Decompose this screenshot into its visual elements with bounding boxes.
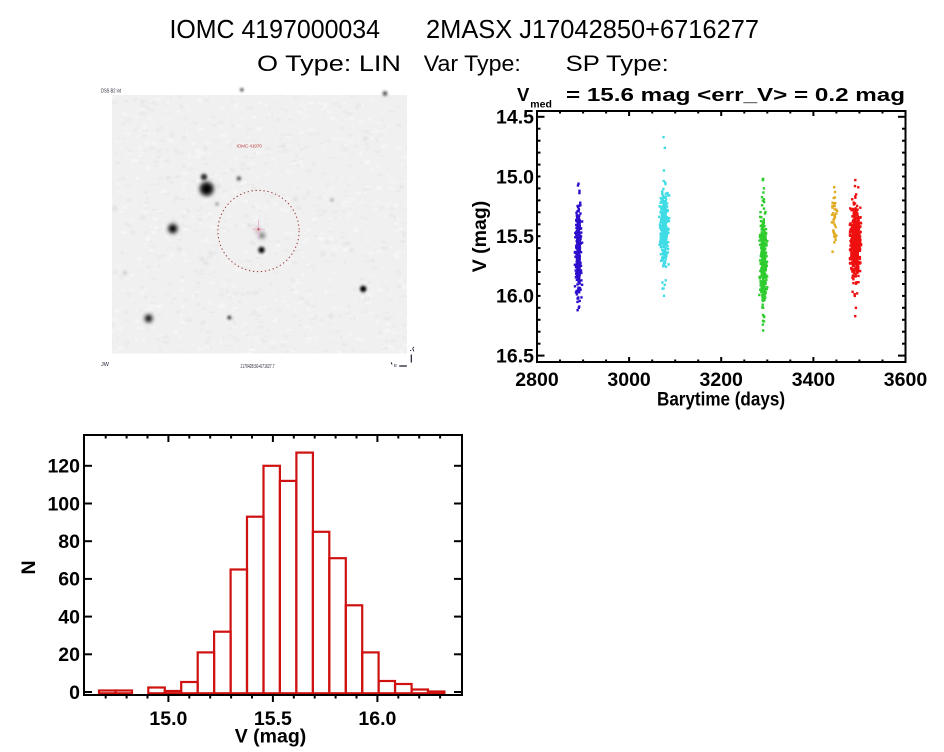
- svg-text:15.5: 15.5: [254, 708, 292, 730]
- svg-text:60: 60: [58, 569, 80, 591]
- svg-text:O Type: LIN: O Type: LIN: [257, 51, 401, 76]
- svg-text:15.0: 15.0: [496, 166, 534, 188]
- svg-text:100: 100: [47, 493, 80, 515]
- svg-text:0: 0: [69, 682, 80, 704]
- svg-text:16.0: 16.0: [496, 286, 534, 308]
- svg-text:3600: 3600: [884, 369, 928, 391]
- svg-text:J170428.50+671627.7: J170428.50+671627.7: [241, 364, 275, 370]
- svg-text:V: V: [517, 84, 530, 105]
- svg-text:V (mag): V (mag): [469, 201, 491, 273]
- svg-text:2MASX J17042850+6716277: 2MASX J17042850+6716277: [426, 16, 759, 44]
- svg-text:14.5: 14.5: [496, 107, 534, 129]
- svg-text:40: 40: [58, 606, 80, 628]
- svg-text:120: 120: [47, 456, 80, 478]
- svg-text:16.5: 16.5: [496, 345, 534, 367]
- svg-text:Var Type:: Var Type:: [424, 51, 521, 76]
- svg-text:DSS B2 int: DSS B2 int: [101, 89, 121, 95]
- svg-text:IOMC 4197000034: IOMC 4197000034: [170, 16, 381, 44]
- svg-text:JW: JW: [101, 362, 110, 368]
- svg-text:3400: 3400: [792, 369, 836, 391]
- svg-text:N: N: [18, 560, 40, 574]
- svg-text:80: 80: [58, 531, 80, 553]
- svg-text:2800: 2800: [515, 369, 559, 391]
- svg-text:3200: 3200: [700, 369, 744, 391]
- svg-text:IOMC 41970: IOMC 41970: [237, 144, 263, 150]
- svg-text:= 15.6 mag <err_V> = 0.2 mag: = 15.6 mag <err_V> = 0.2 mag: [566, 84, 905, 105]
- svg-text:15.5: 15.5: [496, 226, 534, 248]
- svg-text:SP Type:: SP Type:: [566, 51, 669, 76]
- svg-text:15.0: 15.0: [149, 708, 187, 730]
- svg-text:3000: 3000: [607, 369, 651, 391]
- svg-text:V (mag): V (mag): [235, 726, 307, 748]
- svg-text:Barytime (days): Barytime (days): [657, 389, 785, 411]
- svg-text:16.0: 16.0: [358, 708, 396, 730]
- svg-text:med: med: [530, 99, 552, 111]
- svg-text:E: E: [394, 363, 397, 368]
- svg-text:20: 20: [58, 644, 80, 666]
